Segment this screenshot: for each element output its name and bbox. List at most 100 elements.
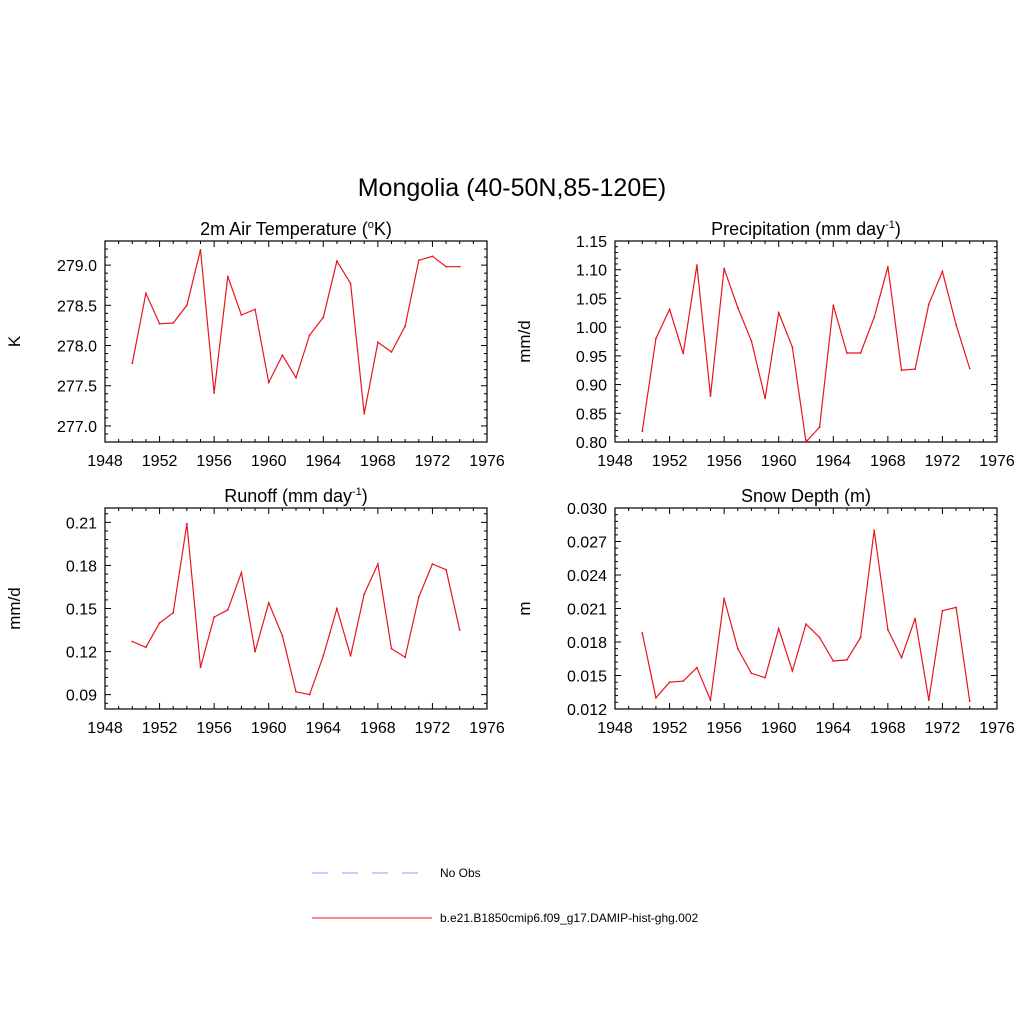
x-tick-label: 1952 — [142, 453, 178, 470]
data-point — [859, 352, 862, 354]
data-point — [859, 636, 862, 639]
y-tick-label: 0.018 — [567, 635, 607, 652]
data-point — [336, 607, 338, 610]
data-point — [185, 522, 188, 525]
x-tick-label: 1968 — [870, 453, 906, 470]
panel-title-end: K) — [374, 219, 392, 239]
data-point — [777, 627, 780, 630]
data-point — [668, 308, 671, 311]
data-point — [832, 660, 835, 662]
data-point — [390, 351, 393, 353]
data-point — [145, 292, 147, 295]
data-point — [349, 654, 352, 657]
panel-3: Snow Depth (m) 1948 1952 1956 1960 1964 1968 19… — [515, 486, 1015, 737]
data-point — [281, 354, 284, 357]
data-point — [295, 376, 297, 379]
legend-label: No Obs — [440, 866, 481, 880]
x-tick-label: 1976 — [469, 453, 505, 470]
y-tick-label: 0.024 — [567, 568, 607, 585]
panel-title-superscript: -1 — [885, 219, 895, 231]
y-tick-label: 0.027 — [567, 535, 607, 552]
data-point — [641, 430, 644, 432]
x-tick-label: 1976 — [979, 720, 1015, 737]
data-point — [941, 270, 944, 273]
data-point — [404, 656, 407, 659]
data-point — [267, 381, 270, 384]
data-point — [695, 666, 698, 669]
y-tick-label: 0.85 — [576, 406, 607, 423]
x-tick-label: 1968 — [360, 720, 396, 737]
data-point — [172, 611, 175, 614]
data-point — [226, 609, 229, 611]
y-axis-label: m — [515, 601, 534, 615]
data-point — [281, 634, 284, 637]
y-tick-label: 1.15 — [576, 234, 607, 251]
data-point — [445, 265, 447, 268]
y-tick-label: 0.18 — [66, 558, 97, 575]
x-tick-label: 1952 — [142, 720, 178, 737]
x-tick-label: 1948 — [87, 720, 123, 737]
panel-1: Precipitation (mm day-1) 1948 1952 1956 1960… — [515, 219, 1015, 470]
data-point — [254, 650, 256, 653]
data-point — [927, 303, 930, 306]
data-point — [431, 255, 434, 258]
y-tick-label: 279.0 — [57, 258, 97, 275]
data-point — [254, 308, 256, 311]
panel-title: Snow Depth (m) — [741, 486, 871, 506]
x-tick-label: 1972 — [925, 453, 961, 470]
data-point — [709, 395, 712, 397]
panel-title-text: Runoff (mm day — [224, 486, 352, 506]
data-point — [349, 282, 352, 285]
data-point — [417, 259, 420, 262]
data-point — [764, 397, 766, 400]
data-point — [445, 568, 447, 571]
y-tick-label: 0.90 — [576, 378, 607, 395]
data-point — [404, 325, 407, 328]
data-point — [968, 367, 971, 370]
panel-title: Precipitation (mm day-1) — [711, 219, 901, 239]
data-point — [199, 666, 202, 669]
data-point — [172, 322, 175, 324]
y-tick-label: 278.5 — [57, 298, 97, 315]
data-point — [458, 629, 461, 631]
data-point — [655, 696, 657, 699]
data-point — [900, 369, 903, 372]
data-point — [914, 617, 917, 620]
data-point — [213, 392, 216, 394]
y-tick-label: 0.021 — [567, 602, 607, 619]
data-point — [336, 260, 338, 262]
data-point — [873, 529, 876, 532]
data-point — [805, 441, 807, 443]
y-tick-label: 277.0 — [57, 419, 97, 436]
x-tick-label: 1964 — [305, 453, 341, 470]
x-tick-label: 1960 — [761, 453, 797, 470]
x-tick-label: 1948 — [597, 453, 633, 470]
data-point — [376, 341, 379, 344]
data-point — [764, 676, 766, 679]
x-tick-label: 1960 — [761, 720, 797, 737]
data-point — [267, 601, 270, 604]
x-tick-label: 1948 — [87, 453, 123, 470]
data-point — [682, 680, 685, 682]
y-tick-label: 0.15 — [66, 602, 97, 619]
x-tick-label: 1964 — [815, 453, 851, 470]
data-point — [750, 672, 753, 675]
y-tick-label: 0.12 — [66, 645, 97, 662]
series-line — [641, 530, 971, 703]
data-point — [709, 699, 712, 701]
data-point — [199, 248, 202, 251]
panel-title-superscript: o — [368, 219, 374, 231]
data-point — [431, 563, 434, 565]
legend-label: b.e21.B1850cmip6.f09_g17.DAMIP-hist-ghg.… — [440, 911, 698, 925]
data-point — [914, 368, 917, 370]
x-tick-label: 1948 — [597, 720, 633, 737]
data-point — [777, 311, 780, 314]
data-point — [226, 275, 229, 278]
data-point — [131, 640, 134, 643]
data-point — [322, 316, 325, 319]
data-point — [655, 337, 657, 340]
y-tick-label: 0.030 — [567, 501, 607, 518]
panel-title-text: Snow Depth (m) — [741, 486, 871, 506]
data-point — [295, 690, 297, 693]
panel-title-text: Precipitation (mm day — [711, 219, 885, 239]
